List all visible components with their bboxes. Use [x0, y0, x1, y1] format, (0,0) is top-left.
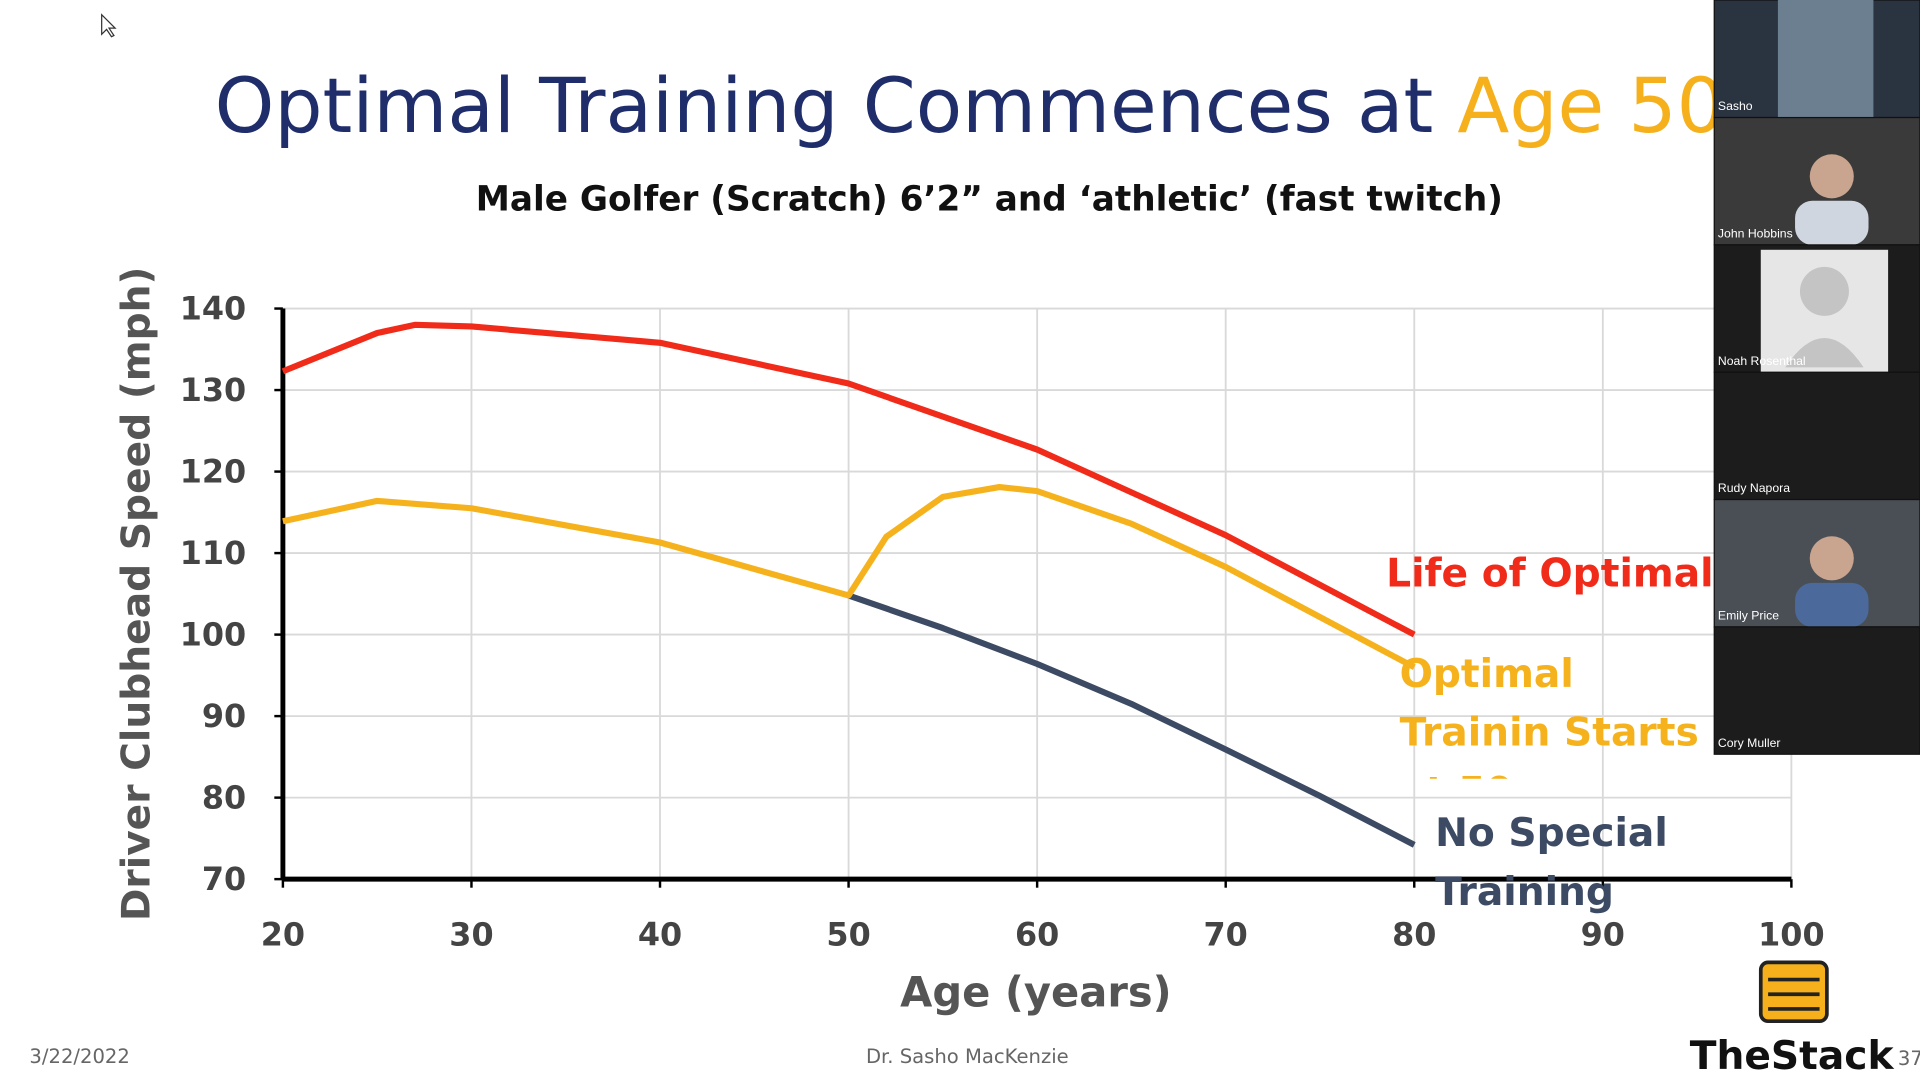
x-tick-label: 20 [261, 915, 305, 953]
person-head [1809, 536, 1854, 581]
x-tick-label: 60 [1015, 915, 1059, 953]
page-number: 37 [1898, 1047, 1920, 1070]
participant-name: Noah Rosenthal [1718, 354, 1806, 368]
slide-title: Optimal Training Commences at Age 50 [215, 62, 1725, 150]
x-tick-label: 90 [1581, 915, 1625, 953]
series-label-box: Optimal Trainin Starts at 50 [1399, 650, 1699, 779]
chart-subtitle: Male Golfer (Scratch) 6’2” and ‘athletic… [476, 180, 1503, 220]
logo: TheStack 37 [1690, 960, 1920, 1079]
y-axis-label: Driver Clubhead Speed (mph) [114, 267, 159, 922]
x-tick-label: 30 [449, 915, 493, 953]
person-head [1809, 154, 1854, 199]
slide-author: Dr. Sasho MacKenzie [866, 1045, 1069, 1068]
avatar-body [1785, 337, 1864, 368]
participant-name: Rudy Napora [1718, 481, 1790, 495]
person-body [1795, 200, 1869, 245]
series-line [281, 321, 1416, 638]
y-tick-label: 90 [202, 697, 246, 735]
person-body [1795, 582, 1869, 627]
participant-name: John Hobbins [1718, 227, 1793, 241]
video-tile [1713, 626, 1920, 755]
series-label: No Special Training [1435, 809, 1668, 915]
x-axis-label: Age (years) [900, 967, 1172, 1016]
logo-text: TheStack [1690, 1034, 1895, 1079]
mouse-cursor [101, 13, 117, 38]
participant-panel: Sasho John Hobbins Noah Rosenthal Rudy Napo… [1713, 0, 1920, 755]
participant-name: Cory Muller [1718, 736, 1781, 750]
x-tick-label: 100 [1758, 915, 1824, 953]
title-main: Optimal Training Commences at [215, 62, 1434, 150]
avatar-head [1799, 266, 1849, 316]
series-line [282, 484, 1416, 670]
y-tick-label: 80 [202, 779, 246, 817]
logo-icon [1758, 960, 1829, 1024]
x-tick-label: 80 [1392, 915, 1436, 953]
y-tick-label: 100 [180, 616, 246, 654]
video-content [1777, 0, 1874, 118]
x-tick-label: 70 [1204, 915, 1248, 953]
slide-date: 3/22/2022 [29, 1045, 129, 1068]
x-tick-label: 40 [638, 915, 682, 953]
series-label: Life of Optimal T [1386, 549, 1754, 597]
plot-area: 20 30 40 50 60 70 80 90 100 70 80 90 100 110 120 130 140… [180, 290, 1825, 954]
logo-stripes [1768, 977, 1820, 1011]
series-line [847, 592, 1416, 848]
title-highlight: Age 50 [1457, 62, 1725, 150]
y-tick-label: 70 [202, 860, 246, 898]
y-tick-label: 110 [180, 534, 246, 572]
participant-name: Sasho [1718, 99, 1753, 113]
participant-name: Emily Price [1718, 609, 1779, 623]
y-tick-label: 120 [180, 453, 246, 491]
series-label-box: No Special Training [1435, 809, 1668, 915]
y-tick-label: 140 [180, 290, 246, 328]
y-tick-label: 130 [180, 371, 246, 409]
series-label: Optimal Trainin Starts at 50 [1399, 650, 1699, 779]
x-tick-label: 50 [826, 915, 870, 953]
series-label-box: Life of Optimal T [1386, 549, 1754, 597]
